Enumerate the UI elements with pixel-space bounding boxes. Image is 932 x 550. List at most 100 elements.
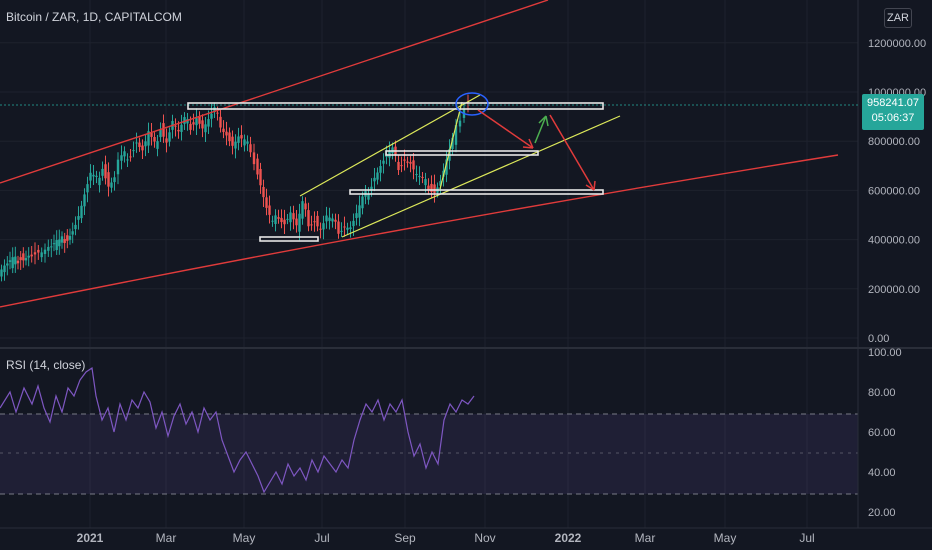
candle-body xyxy=(379,166,382,173)
candle-body xyxy=(346,227,349,230)
time-tick-label: May xyxy=(714,531,737,545)
rsi-axis-ticks: 20.00 40.00 60.00 80.00 100.00 xyxy=(868,347,902,519)
candle-body xyxy=(295,218,298,226)
candle-body xyxy=(373,177,376,182)
candle-body xyxy=(370,186,373,191)
candle-body xyxy=(92,174,95,177)
candle-body xyxy=(68,236,72,240)
candle-body xyxy=(243,139,246,146)
candle-body xyxy=(304,203,307,210)
candle-body xyxy=(454,125,458,145)
price-tick-label: 600000.00 xyxy=(868,185,920,197)
candle-body xyxy=(343,226,346,228)
candle-body xyxy=(40,252,43,258)
candle-body xyxy=(237,136,240,143)
candle-body xyxy=(268,205,271,215)
candle-body xyxy=(361,196,364,209)
candle-body xyxy=(150,132,153,137)
candle-body xyxy=(177,129,180,132)
candle-body xyxy=(234,141,237,149)
rsi-line xyxy=(0,366,475,494)
trend-line-upper xyxy=(0,0,549,184)
candle-body xyxy=(135,142,138,144)
candle-body xyxy=(289,212,292,223)
time-axis-ticks: 2021 Mar May Jul Sep Nov 2022 Mar May Jul xyxy=(77,531,815,545)
time-tick-label: 2021 xyxy=(77,531,104,545)
candle-body xyxy=(129,156,132,158)
candle-body xyxy=(231,136,234,146)
candle-body xyxy=(286,218,289,220)
candle-body xyxy=(33,252,37,255)
candle-body xyxy=(280,217,283,223)
last-price-tag: 958241.07 05:06:37 xyxy=(862,94,924,130)
candle-body xyxy=(433,184,436,193)
candle-body xyxy=(98,177,101,186)
candle-body xyxy=(180,124,183,132)
candle-body xyxy=(249,144,252,153)
mid-level xyxy=(385,150,539,156)
time-tick-label: Jul xyxy=(314,531,329,545)
candle-body xyxy=(415,174,418,176)
candle-body xyxy=(397,161,400,171)
candle-body xyxy=(113,177,116,183)
candle-body xyxy=(132,150,135,152)
candle-body xyxy=(409,162,412,164)
candle-body xyxy=(60,236,64,243)
candle-body xyxy=(37,249,40,253)
candle-body xyxy=(298,213,301,232)
time-tick-label: 2022 xyxy=(555,531,582,545)
candle-body xyxy=(156,141,159,149)
rsi-tick-label: 80.00 xyxy=(868,387,896,399)
candle-body xyxy=(195,118,198,126)
candle-body xyxy=(126,159,129,161)
candle-body xyxy=(189,123,192,130)
candle-body xyxy=(192,122,195,125)
candle-body xyxy=(337,221,340,234)
candle-body xyxy=(22,253,25,261)
candle-body xyxy=(8,260,12,262)
candle-body xyxy=(66,235,69,241)
candle-body xyxy=(71,231,74,235)
candle-body xyxy=(0,269,3,277)
candle-body xyxy=(352,220,355,227)
candle-body xyxy=(207,119,210,127)
candle-body xyxy=(310,224,313,226)
annotations xyxy=(0,0,839,308)
candle-body xyxy=(451,137,454,149)
candle-body xyxy=(120,155,123,161)
candle-body xyxy=(349,227,352,230)
candle-body xyxy=(340,230,343,232)
candle-body xyxy=(153,137,156,142)
candles xyxy=(0,94,470,282)
candle-body xyxy=(430,183,433,192)
candle-body xyxy=(412,160,415,170)
candle-body xyxy=(52,243,56,245)
candle-body xyxy=(162,123,165,137)
candle-body xyxy=(204,124,207,133)
candle-body xyxy=(445,159,448,175)
rsi-band xyxy=(0,414,858,494)
currency-button[interactable]: ZAR xyxy=(884,8,912,28)
candle-body xyxy=(325,215,328,222)
candle-body xyxy=(104,164,107,179)
arrow-red-down-1 xyxy=(477,109,534,149)
candle-body xyxy=(328,217,331,221)
candle-body xyxy=(186,119,189,124)
arrow-red-down-1-head xyxy=(522,138,534,149)
candle-body xyxy=(210,113,213,119)
candle-body xyxy=(421,176,424,178)
candle-body xyxy=(228,132,231,142)
highlight-ellipse xyxy=(455,92,489,116)
candle-body xyxy=(110,182,113,188)
candle-body xyxy=(259,168,262,186)
candle-body xyxy=(107,172,110,187)
candle-body xyxy=(19,257,22,261)
candle-body xyxy=(400,165,403,167)
candle-body xyxy=(316,215,319,227)
candle-body xyxy=(331,218,334,222)
candle-body xyxy=(403,159,406,161)
candle-body xyxy=(418,176,421,178)
candle-body xyxy=(358,205,361,218)
candle-body xyxy=(101,168,104,176)
